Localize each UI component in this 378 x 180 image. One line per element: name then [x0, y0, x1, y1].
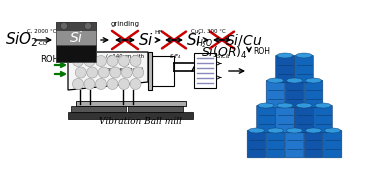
FancyBboxPatch shape — [266, 130, 285, 158]
Circle shape — [96, 78, 107, 89]
Text: $\mathit{Si}$: $\mathit{Si}$ — [186, 32, 202, 48]
Circle shape — [130, 78, 141, 89]
Text: grinding: grinding — [110, 21, 139, 27]
Circle shape — [133, 67, 144, 78]
FancyBboxPatch shape — [276, 105, 294, 133]
FancyBboxPatch shape — [295, 55, 313, 83]
FancyBboxPatch shape — [304, 80, 323, 108]
Circle shape — [75, 67, 86, 78]
Circle shape — [121, 67, 132, 78]
Text: Vibration Ball mill: Vibration Ball mill — [99, 118, 181, 127]
Bar — [68, 112, 193, 119]
FancyBboxPatch shape — [304, 130, 323, 158]
FancyBboxPatch shape — [323, 130, 342, 158]
Text: $\mathit{Si}$: $\mathit{Si}$ — [138, 32, 154, 48]
Circle shape — [87, 67, 98, 78]
Ellipse shape — [305, 78, 322, 83]
Polygon shape — [68, 52, 148, 90]
FancyBboxPatch shape — [276, 55, 294, 83]
Text: CuCl, 300 °C: CuCl, 300 °C — [191, 29, 225, 34]
Ellipse shape — [268, 128, 284, 133]
Text: $-SiCl_4$: $-SiCl_4$ — [212, 52, 232, 61]
FancyBboxPatch shape — [295, 105, 313, 133]
Circle shape — [107, 55, 118, 66]
Ellipse shape — [315, 103, 331, 108]
Circle shape — [118, 55, 130, 66]
Text: ROH: ROH — [253, 46, 270, 55]
Ellipse shape — [324, 128, 341, 133]
Text: ROH: ROH — [40, 55, 59, 64]
Circle shape — [85, 22, 91, 30]
Circle shape — [130, 55, 141, 66]
Bar — [71, 106, 126, 112]
FancyBboxPatch shape — [247, 130, 266, 158]
Circle shape — [107, 78, 118, 89]
Bar — [194, 53, 216, 88]
Text: C, 2000 °C,: C, 2000 °C, — [27, 29, 59, 34]
Ellipse shape — [287, 128, 302, 133]
Circle shape — [84, 78, 95, 89]
Circle shape — [96, 55, 107, 66]
Circle shape — [110, 67, 121, 78]
Bar — [76, 101, 186, 106]
Text: $\mathit{Si}$: $\mathit{Si}$ — [69, 30, 83, 45]
Circle shape — [118, 78, 130, 89]
Text: $\mathit{SiO_2}$: $\mathit{SiO_2}$ — [5, 31, 39, 49]
Bar — [152, 56, 174, 86]
Ellipse shape — [296, 53, 312, 58]
Circle shape — [98, 67, 109, 78]
Text: $-SiF_4$: $-SiF_4$ — [166, 52, 183, 61]
Ellipse shape — [287, 78, 302, 83]
Bar — [56, 45, 96, 62]
Circle shape — [73, 55, 84, 66]
Bar — [128, 106, 183, 112]
Ellipse shape — [268, 78, 284, 83]
Text: $H_2O$: $H_2O$ — [197, 37, 214, 50]
Text: (<140μm with
thin
oxygen layer): (<140μm with thin oxygen layer) — [106, 54, 144, 72]
Text: $\mathit{Si(OR)_4}$: $\mathit{Si(OR)_4}$ — [201, 45, 247, 61]
FancyBboxPatch shape — [285, 130, 304, 158]
Circle shape — [73, 78, 84, 89]
Text: HF: HF — [155, 30, 163, 35]
Ellipse shape — [277, 103, 293, 108]
FancyBboxPatch shape — [314, 105, 332, 133]
Text: -CO: -CO — [38, 41, 48, 46]
FancyBboxPatch shape — [266, 80, 285, 108]
Text: $\mathit{Si/Cu}$: $\mathit{Si/Cu}$ — [225, 32, 263, 48]
Ellipse shape — [258, 103, 274, 108]
Circle shape — [60, 22, 68, 30]
Bar — [148, 52, 152, 90]
Ellipse shape — [305, 128, 322, 133]
Circle shape — [84, 55, 95, 66]
Bar — [56, 22, 96, 30]
FancyBboxPatch shape — [257, 105, 275, 133]
Ellipse shape — [296, 103, 312, 108]
Ellipse shape — [277, 53, 293, 58]
Ellipse shape — [248, 128, 265, 133]
FancyBboxPatch shape — [285, 80, 304, 108]
Bar — [56, 22, 96, 62]
